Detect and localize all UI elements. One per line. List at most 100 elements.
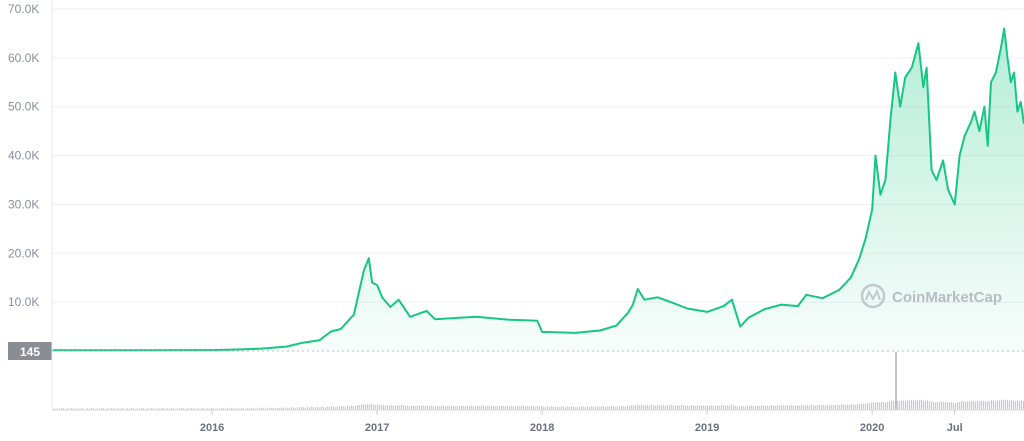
volume-bar [125,408,127,410]
volume-bar [493,405,495,410]
volume-bar [623,405,625,410]
volume-bar [987,401,989,410]
volume-bar [603,406,605,410]
volume-bar [879,402,881,410]
volume-bar [583,406,585,410]
volume-bar [369,404,371,410]
volume-bar [425,406,427,410]
volume-bar [53,408,55,410]
volume-bar [131,407,133,410]
volume-bar [605,407,607,410]
volume-bar [441,405,443,410]
volume-bar [753,405,755,410]
volume-bar [613,406,615,410]
volume-bar [967,401,969,410]
volume-bar [981,400,983,410]
volume-bar [547,406,549,410]
volume-bar [515,406,517,410]
volume-bar [771,405,773,410]
volume-bar [945,402,947,410]
volume-bar [659,405,661,410]
volume-bar [773,405,775,410]
volume-bar [421,405,423,410]
volume-bar [251,407,253,410]
volume-bar [147,408,149,410]
volume-bar [333,406,335,410]
volume-bar [645,405,647,410]
volume-bar [153,408,155,410]
volume-bar [887,401,889,410]
volume-bar [121,407,123,410]
volume-bar [709,405,711,410]
volume-bar [737,405,739,410]
x-tick-label: 2017 [365,422,389,434]
volume-bar [67,408,69,410]
volume-bar [267,407,269,410]
volume-bar [965,401,967,410]
volume-bar [375,405,377,410]
volume-bar [477,405,479,410]
volume-bar [655,405,657,410]
volume-bar [585,407,587,410]
volume-bar [181,407,183,410]
x-tick-label: 2016 [200,422,224,434]
volume-bar [755,406,757,410]
volume-bar [331,406,333,410]
volume-bar [899,401,901,410]
volume-bar [733,405,735,410]
volume-bar [235,408,237,410]
volume-bar [241,407,243,410]
volume-bar [751,405,753,410]
volume-bar [215,408,217,410]
volume-bar [925,400,927,410]
volume-bar [725,405,727,410]
volume-bar [669,405,671,410]
volume-bar [993,400,995,410]
volume-bar [329,406,331,410]
volume-bar [675,405,677,410]
volume-bar [245,408,247,410]
volume-bar [459,406,461,410]
volume-bar [597,406,599,410]
volume-bar [465,406,467,410]
grid-lines [52,8,1024,303]
volume-bar [341,405,343,410]
volume-bar [717,405,719,410]
volume-bar [941,401,943,410]
volume-bar [869,403,871,410]
volume-bar [113,408,115,410]
volume-bar [927,400,929,410]
volume-bar [637,404,639,410]
volume-bar [611,405,613,410]
volume-bar [149,408,151,410]
volume-bar [249,408,251,410]
volume-bar [183,408,185,410]
volume-bar [839,405,841,410]
volume-bar [769,405,771,410]
volume-bar [809,405,811,410]
volume-bar [77,408,79,410]
volume-spike-bar [895,352,897,410]
volume-bar [763,405,765,410]
volume-bar [207,408,209,410]
volume-bar [591,406,593,410]
volume-bar [917,399,919,410]
volume-bar [461,405,463,410]
volume-bar [377,404,379,410]
volume-bar [727,405,729,410]
watermark: CoinMarketCap [860,283,1002,309]
volume-bar [189,408,191,410]
volume-bar [159,408,161,410]
volume-bar [599,406,601,410]
volume-bar [963,401,965,410]
volume-bar [453,405,455,410]
volume-bar [393,405,395,410]
volume-bar [863,403,865,410]
volume-bar [831,404,833,410]
volume-bar [693,405,695,410]
volume-bar [151,407,153,410]
volume-bar [643,405,645,410]
volume-bar [563,406,565,410]
volume-bar [715,406,717,410]
volume-bar [1013,400,1015,410]
